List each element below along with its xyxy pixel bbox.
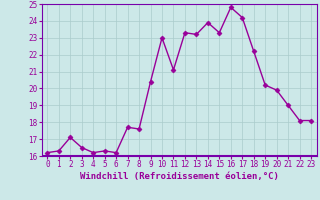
X-axis label: Windchill (Refroidissement éolien,°C): Windchill (Refroidissement éolien,°C) [80,172,279,181]
